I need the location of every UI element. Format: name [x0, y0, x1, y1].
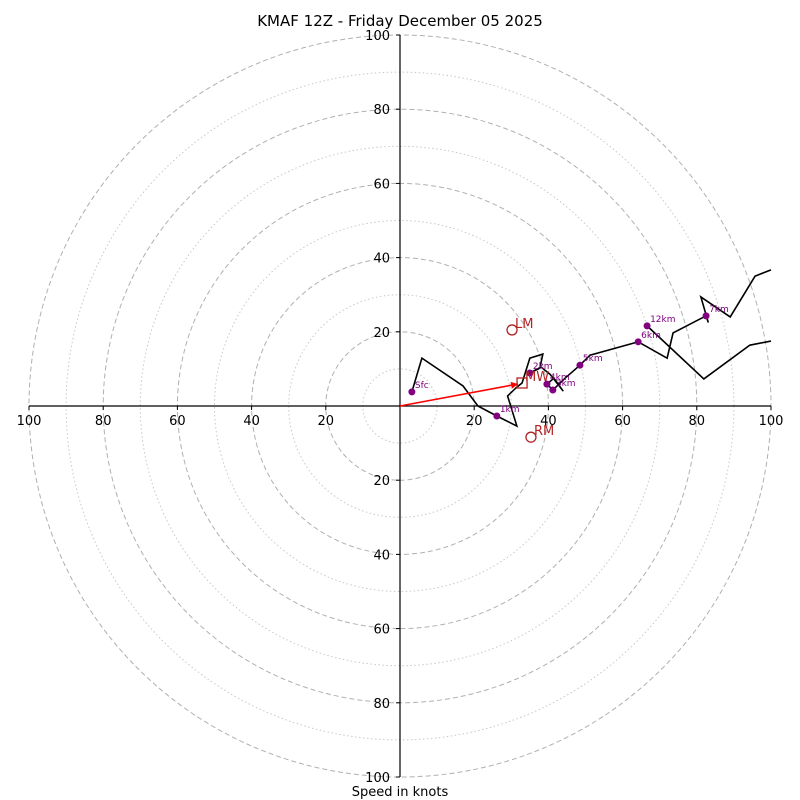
x-tick-label: 100	[17, 414, 42, 429]
height-marker-1km	[493, 412, 501, 420]
hodograph-trace	[411, 269, 772, 428]
x-tick-label: 40	[540, 414, 557, 429]
height-label-7km: 7km	[709, 305, 729, 315]
hodograph-line	[411, 269, 772, 428]
height-marker-6km	[634, 338, 642, 346]
storm-marker-lm	[506, 324, 518, 336]
y-tick-label: 40	[373, 252, 390, 267]
height-marker-5km	[576, 361, 584, 369]
y-tick-label: 20	[373, 474, 390, 489]
y-tick-label: 60	[373, 177, 390, 192]
y-tick-label: 60	[373, 623, 390, 638]
height-marker-sfc	[408, 388, 416, 396]
height-marker-4km	[543, 380, 551, 388]
x-tick-label: 100	[759, 414, 784, 429]
x-tick-label: 80	[689, 414, 706, 429]
x-axis-label: Speed in knots	[352, 785, 449, 800]
storm-marker-mw	[516, 377, 528, 389]
tick-labels: 100 80 60 40 20 20 40 60 80 100 100 80 60 40 20 20 40 60 8…	[17, 29, 784, 786]
height-label-4km: 4km	[550, 373, 570, 383]
height-label-sfc: Sfc	[415, 381, 429, 391]
height-label-2km: 2km	[533, 362, 553, 372]
height-marker-12km	[643, 322, 651, 330]
storm-marker-rm	[525, 431, 537, 443]
y-tick-label: 20	[373, 326, 390, 341]
storm-label-rm: RM	[534, 424, 554, 439]
y-tick-label: 80	[373, 103, 390, 118]
y-tick-label: 80	[373, 697, 390, 712]
shear-vector	[399, 381, 519, 407]
storm-motion-markers: RM LM MW	[506, 317, 554, 443]
shear-vector-arrowhead	[510, 381, 519, 389]
storm-label-mw: MW	[525, 370, 549, 385]
x-tick-label: 60	[169, 414, 186, 429]
y-tick-label: 100	[365, 771, 390, 786]
height-label-6km: 6km	[641, 331, 661, 341]
x-tick-label: 80	[95, 414, 112, 429]
height-label-5km: 5km	[583, 354, 603, 364]
height-marker-7km	[702, 312, 710, 320]
x-tick-label: 60	[614, 414, 631, 429]
height-label-3km: 3km	[556, 379, 576, 389]
hodograph-line-upper	[646, 325, 772, 380]
chart-title: KMAF 12Z - Friday December 05 2025	[257, 12, 543, 30]
height-marker-3km	[549, 386, 557, 394]
x-tick-label: 40	[243, 414, 260, 429]
shear-vector-line	[399, 383, 519, 407]
height-marker-2km	[526, 369, 534, 377]
y-tick-label: 100	[365, 29, 390, 44]
x-tick-label: 20	[466, 414, 483, 429]
storm-label-lm: LM	[515, 317, 533, 332]
height-label-1km: 1km	[500, 405, 520, 415]
x-tick-label: 20	[318, 414, 335, 429]
y-tick-label: 40	[373, 548, 390, 563]
height-label-12km: 12km	[650, 315, 675, 325]
